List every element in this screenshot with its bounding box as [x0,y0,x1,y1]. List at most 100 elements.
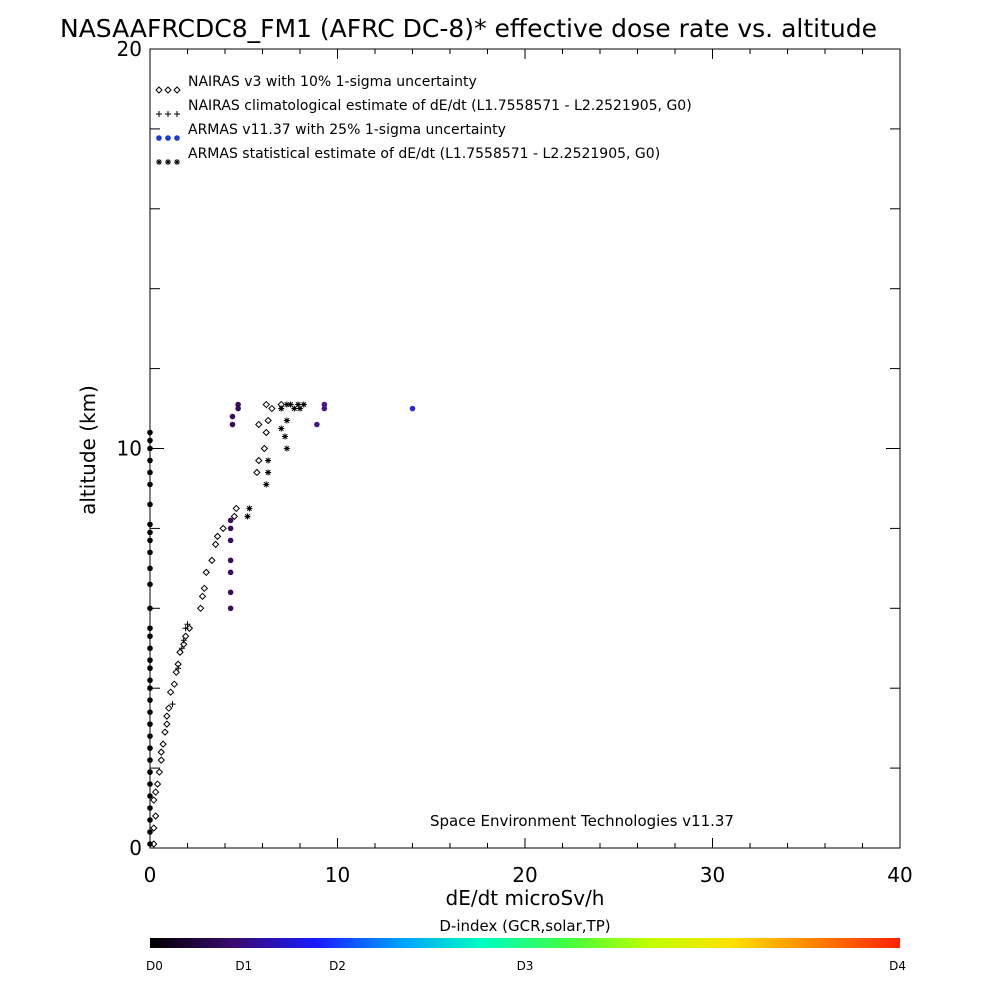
data-points [147,400,416,848]
data-point-dot [147,581,153,588]
data-point-asterisk [283,401,290,408]
data-point-dot [147,685,153,691]
data-point-dot [147,793,153,799]
data-point-asterisk [265,457,272,464]
data-point-dot [147,677,153,684]
x-tick-label: 0 [144,863,157,887]
data-point-plus [165,111,171,117]
data-point-asterisk [295,401,302,408]
plot-frame [149,48,901,849]
legend-item: NAIRAS climatological estimate of dE/dt … [156,98,692,117]
data-point-dot [227,569,234,576]
data-point-diamond [151,812,160,820]
data-point-asterisk [246,505,253,512]
data-point-diamond [155,86,163,94]
data-point-diamond [200,584,209,593]
colorbar-title: D-index (GCR,solar,TP) [439,917,610,935]
data-point-diamond [161,728,169,736]
series [244,401,307,520]
data-point-dot [147,521,153,528]
data-point-asterisk [283,417,290,424]
data-point-diamond [253,468,261,477]
data-point-dot [147,437,153,444]
data-point-dot [147,605,153,612]
data-point-dot [147,469,153,476]
data-point-diamond [159,740,167,748]
data-point-dot [156,135,162,141]
data-point-dot [147,429,153,436]
data-point-dot [227,525,234,532]
data-point-plus [182,625,189,632]
data-point-plus [184,621,191,628]
data-point-dot [174,135,180,141]
data-point-dot [409,405,416,412]
data-point-dot [229,413,236,420]
data-point-diamond [255,456,263,465]
data-point-asterisk [244,513,251,520]
y-tick-label: 10 [117,437,142,461]
data-point-plus [180,637,187,644]
data-point-diamond [262,428,270,437]
data-point-dot [147,481,153,488]
data-point-dot [227,605,234,612]
data-point-asterisk [265,469,272,476]
data-point-dot [147,745,153,751]
data-point-dot [147,841,153,847]
data-point-diamond [232,504,240,513]
data-point-diamond [255,420,263,429]
data-point-dot [235,405,241,412]
data-point-asterisk [297,405,303,412]
data-point-diamond [157,748,165,756]
data-point-diamond [202,568,210,577]
data-point-asterisk [287,401,294,408]
legend-item: NAIRAS v3 with 10% 1-sigma uncertainty [155,74,477,94]
legend-label: NAIRAS v3 with 10% 1-sigma uncertainty [188,74,477,90]
data-point-diamond [211,540,220,549]
x-tick-label: 10 [325,863,350,887]
data-point-plus [175,665,182,672]
legend-item: ARMAS statistical estimate of dE/dt (L1.… [156,146,660,165]
data-point-diamond [173,86,181,94]
data-point-dot [147,817,153,823]
data-point-asterisk [283,445,290,452]
data-point-asterisk [282,433,288,440]
data-point-dot [165,135,171,141]
x-tick-label: 40 [887,863,912,887]
data-point-diamond [170,680,179,688]
data-point-diamond [155,768,164,776]
legend-label: ARMAS v11.37 with 25% 1-sigma uncertaint… [188,122,506,138]
axis-ticks [149,48,901,849]
x-axis-label: dE/dt microSv/h [446,886,605,910]
data-point-dot [147,537,153,544]
x-tick-label: 30 [700,863,725,887]
data-point-dot [147,721,153,727]
data-point-plus [169,701,176,708]
data-point-diamond [196,604,205,613]
data-point-plus [156,111,162,117]
data-point-plus [178,645,185,652]
series [147,401,416,847]
data-point-diamond [264,416,272,425]
data-point-diamond [208,556,216,565]
data-point-dot [314,421,320,428]
data-point-asterisk [156,159,162,165]
y-axis-label: altitude (km) [76,385,100,515]
data-point-dot [321,401,328,408]
data-point-diamond [165,704,173,712]
data-point-diamond [198,592,207,601]
data-point-dot [147,657,153,664]
colorbar-label: D3 [517,959,534,973]
data-point-dot [235,401,241,408]
legend: NAIRAS v3 with 10% 1-sigma uncertainty NA… [155,74,692,165]
data-point-asterisk [278,405,285,412]
data-point-dot [147,501,153,508]
data-point-dot [147,457,153,464]
data-point-diamond [153,780,162,788]
data-point-asterisk [278,425,285,432]
data-point-dot [147,565,153,572]
legend-label: NAIRAS climatological estimate of dE/dt … [188,98,692,114]
data-point-asterisk [291,405,298,412]
data-point-dot [147,757,153,763]
data-point-diamond [164,86,172,94]
